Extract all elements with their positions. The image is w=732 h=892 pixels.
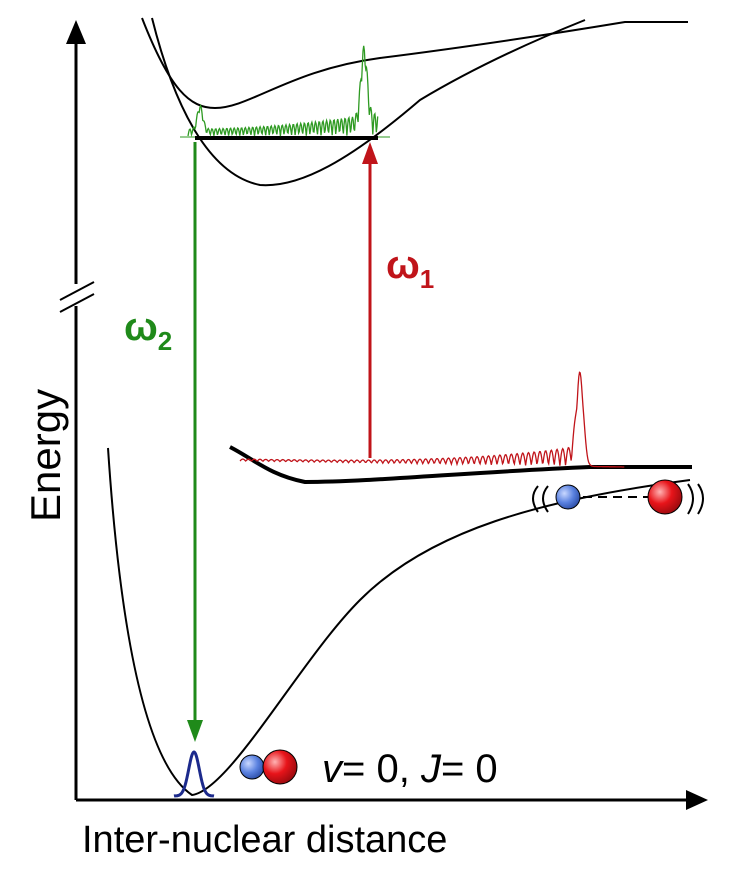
atom-red bbox=[647, 479, 683, 515]
dissociating-molecule bbox=[532, 479, 704, 515]
axis-break-mark bbox=[59, 281, 95, 301]
atom-blue bbox=[555, 484, 581, 510]
atom-blue bbox=[239, 754, 265, 780]
ground-wavefunction bbox=[173, 750, 215, 798]
omega2-label: ω2 bbox=[124, 305, 172, 356]
state-label: v= 0, J= 0 bbox=[322, 747, 498, 791]
y-axis-label: Energy bbox=[22, 389, 69, 522]
vibration-mark-left bbox=[532, 485, 539, 513]
x-axis-label: Inter-nuclear distance bbox=[82, 819, 447, 861]
omega2-arrow bbox=[187, 142, 203, 742]
axes bbox=[59, 20, 708, 810]
atom-red bbox=[262, 749, 298, 785]
continuum-potential bbox=[229, 445, 692, 485]
bound-molecule bbox=[239, 749, 298, 785]
x-axis-arrowhead bbox=[686, 790, 708, 810]
vibration-mark-right bbox=[687, 483, 694, 515]
excited-wavepacket bbox=[187, 45, 379, 138]
vibration-mark-right bbox=[697, 483, 704, 515]
ground-state-potential bbox=[107, 447, 691, 797]
y-axis-arrowhead bbox=[66, 20, 86, 44]
axis-break-mark bbox=[59, 293, 95, 313]
omega1-arrow bbox=[362, 142, 378, 458]
continuum-wavepacket bbox=[239, 371, 625, 468]
vibration-mark-left bbox=[542, 485, 549, 513]
excited-upper-potential bbox=[141, 17, 688, 110]
omega1-label: ω1 bbox=[386, 243, 434, 294]
